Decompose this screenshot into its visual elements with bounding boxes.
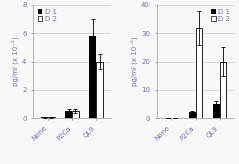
Bar — [220, 62, 227, 118]
Legend: D 1, D 2: D 1, D 2 — [37, 8, 57, 23]
Bar — [41, 117, 48, 118]
Legend: D 1, D 2: D 1, D 2 — [210, 8, 231, 23]
Y-axis label: pg/ml (x 10⁻²): pg/ml (x 10⁻²) — [12, 37, 19, 86]
Bar — [196, 28, 202, 118]
Bar — [213, 104, 220, 118]
Y-axis label: pg/ml (x 10⁻²): pg/ml (x 10⁻²) — [131, 37, 138, 86]
Bar — [72, 111, 79, 118]
Bar — [65, 111, 72, 118]
Bar — [89, 36, 96, 118]
Bar — [96, 62, 103, 118]
Bar — [189, 113, 196, 118]
Bar — [48, 117, 55, 118]
